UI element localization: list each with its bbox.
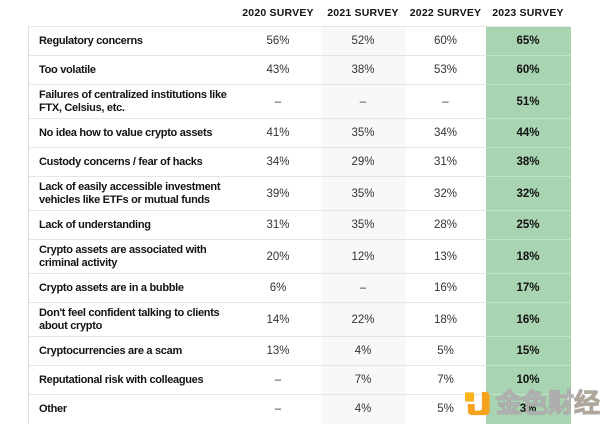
value-cell-2020: 6% (235, 273, 321, 303)
value-cell-2022: 13% (405, 239, 486, 274)
table-row: No idea how to value crypto assets 41% 35%… (28, 118, 571, 148)
value-cell-2023: 38% (485, 147, 571, 177)
table-row: Regulatory concerns 56% 52% 60% 65% (28, 26, 571, 56)
value-cell-2020: – (235, 394, 321, 424)
value-cell-2020: – (235, 84, 321, 119)
value-cell-2023: 16% (485, 302, 571, 337)
value-cell-2020: 13% (235, 336, 321, 366)
value-cell-2023: 51% (485, 84, 571, 119)
table-row: Failures of centralized institutions lik… (28, 84, 571, 119)
value-cell-2022: 5% (405, 336, 486, 366)
value-cell-2023: 65% (485, 26, 571, 56)
table-row: Crypto assets are associated with crimin… (28, 239, 571, 274)
column-header-2021: 2021 SURVEY (327, 7, 399, 19)
value-cell-2022: 53% (405, 55, 486, 85)
value-cell-2020: 43% (235, 55, 321, 85)
value-cell-2021: 22% (320, 302, 406, 337)
value-cell-2023: 10% (485, 365, 571, 395)
value-cell-2021: – (320, 273, 406, 303)
value-cell-2023: 17% (485, 273, 571, 303)
value-cell-2023: 15% (485, 336, 571, 366)
value-cell-2022: 31% (405, 147, 486, 177)
value-cell-2022: 18% (405, 302, 486, 337)
value-cell-2022: 32% (405, 176, 486, 211)
value-cell-2022: 34% (405, 118, 486, 148)
row-label: Too volatile (28, 55, 236, 85)
value-cell-2021: 7% (320, 365, 406, 395)
value-cell-2020: – (235, 365, 321, 395)
value-cell-2022: 7% (405, 365, 486, 395)
row-label: Cryptocurrencies are a scam (28, 336, 236, 366)
value-cell-2021: 35% (320, 176, 406, 211)
value-cell-2020: 34% (235, 147, 321, 177)
table-row: Other –4% 5% 3% (28, 394, 571, 424)
table-row: Lack of understanding 31% 35% 28% 25% (28, 210, 571, 240)
watermark: 金色财经 (464, 386, 600, 420)
value-cell-2023: 25% (485, 210, 571, 240)
value-cell-2023: 44% (485, 118, 571, 148)
table-row: Too volatile 43% 38% 53% 60% (28, 55, 571, 85)
value-cell-2022: – (405, 84, 486, 119)
value-cell-2021: 52% (320, 26, 406, 56)
value-cell-2021: 12% (320, 239, 406, 274)
value-cell-2021: 38% (320, 55, 406, 85)
value-cell-2022: 28% (405, 210, 486, 240)
value-cell-2020: 31% (235, 210, 321, 240)
value-cell-2023: 3% (485, 394, 571, 424)
row-label: Failures of centralized institutions lik… (28, 84, 236, 119)
table-row: Crypto assets are in a bubble 6% –16% 17% (28, 273, 571, 303)
table-row: Cryptocurrencies are a scam 13% 4% 5% 15% (28, 336, 571, 366)
row-label: Other (28, 394, 236, 424)
value-cell-2022: 60% (405, 26, 486, 56)
row-label: Custody concerns / fear of hacks (28, 147, 236, 177)
column-header-2020: 2020 SURVEY (242, 7, 314, 19)
survey-table: 2020 SURVEY 2021 SURVEY 2022 SURVEY 2023… (28, 0, 571, 424)
row-label: No idea how to value crypto assets (28, 118, 236, 148)
value-cell-2023: 18% (485, 239, 571, 274)
watermark-text: 金色财经 (495, 388, 600, 419)
value-cell-2023: 60% (485, 55, 571, 85)
value-cell-2021: 35% (320, 210, 406, 240)
row-label-header (29, 0, 236, 27)
value-cell-2021: 4% (320, 394, 406, 424)
value-cell-2021: 29% (320, 147, 406, 177)
jinse-finance-logo-icon (464, 391, 490, 415)
column-header-2023: 2023 SURVEY (492, 7, 564, 19)
table-row: Don't feel confident talking to clients … (28, 302, 571, 337)
value-cell-2021: – (320, 84, 406, 119)
row-label: Reputational risk with colleagues (28, 365, 236, 395)
value-cell-2020: 39% (235, 176, 321, 211)
column-header-2022: 2022 SURVEY (409, 7, 482, 19)
row-label: Regulatory concerns (28, 26, 236, 56)
row-label: Don't feel confident talking to clients … (28, 302, 236, 337)
row-label: Crypto assets are associated with crimin… (28, 239, 236, 274)
value-cell-2020: 41% (235, 118, 321, 148)
header-row: 2020 SURVEY 2021 SURVEY 2022 SURVEY 2023… (29, 0, 571, 27)
table-row: Reputational risk with colleagues –7% 7% 10… (28, 365, 571, 395)
value-cell-2020: 20% (235, 239, 321, 274)
value-cell-2020: 14% (235, 302, 321, 337)
table-row: Lack of easily accessible investment veh… (28, 176, 571, 211)
table-row: Custody concerns / fear of hacks 34% 29% 31… (28, 147, 571, 177)
value-cell-2020: 56% (235, 26, 321, 56)
row-label: Lack of understanding (28, 210, 236, 240)
value-cell-2022: 16% (405, 273, 486, 303)
value-cell-2021: 35% (320, 118, 406, 148)
value-cell-2023: 32% (485, 176, 571, 211)
row-label: Crypto assets are in a bubble (28, 273, 236, 303)
row-label: Lack of easily accessible investment veh… (28, 176, 236, 211)
value-cell-2021: 4% (320, 336, 406, 366)
